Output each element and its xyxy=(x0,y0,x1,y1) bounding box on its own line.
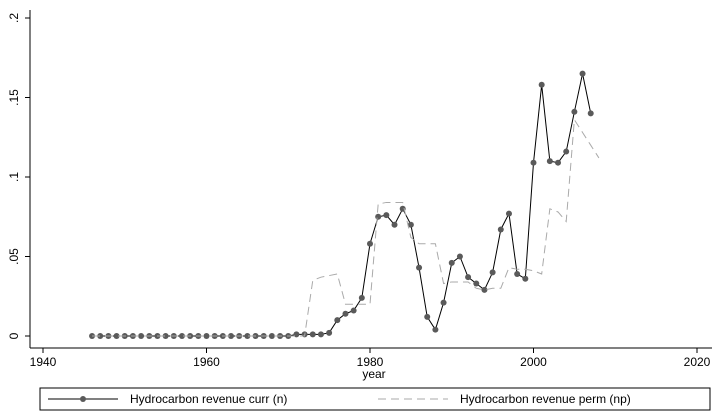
y-tick-label: .15 xyxy=(7,89,21,106)
marker xyxy=(546,158,553,165)
marker xyxy=(350,307,357,314)
marker xyxy=(489,269,496,276)
y-tick-label: 0 xyxy=(7,332,21,339)
marker xyxy=(465,274,472,281)
y-tick-label: .1 xyxy=(7,172,21,182)
marker xyxy=(268,333,275,339)
legend-label: Hydrocarbon revenue curr (n) xyxy=(130,392,287,406)
marker xyxy=(244,333,251,339)
marker xyxy=(203,333,210,339)
x-tick-label: 2000 xyxy=(520,355,547,369)
marker xyxy=(514,270,521,277)
marker xyxy=(375,213,382,220)
legend-marker xyxy=(80,396,86,402)
marker xyxy=(326,329,333,336)
y-tick-label: .2 xyxy=(7,13,21,23)
marker xyxy=(456,253,463,260)
x-axis-label: year xyxy=(362,367,385,381)
marker xyxy=(440,299,447,306)
x-tick-label: 1940 xyxy=(30,355,57,369)
series-line xyxy=(92,73,592,337)
marker xyxy=(113,333,120,339)
marker xyxy=(334,317,341,324)
marker xyxy=(317,331,324,338)
marker xyxy=(530,159,537,166)
marker xyxy=(505,210,512,217)
y-tick-label: .05 xyxy=(7,248,21,265)
marker xyxy=(473,280,480,287)
marker xyxy=(342,310,349,317)
x-tick-label: 1980 xyxy=(357,355,384,369)
legend-box xyxy=(39,387,711,411)
marker xyxy=(481,286,488,293)
marker xyxy=(424,313,431,320)
marker xyxy=(293,331,300,338)
marker xyxy=(579,70,586,77)
marker xyxy=(383,212,390,219)
series-line xyxy=(92,118,600,337)
marker xyxy=(587,110,594,117)
marker xyxy=(432,326,439,333)
marker xyxy=(497,226,504,233)
marker xyxy=(228,333,235,339)
marker xyxy=(178,333,185,339)
marker xyxy=(391,221,398,228)
marker xyxy=(358,294,365,301)
marker xyxy=(162,333,169,339)
marker xyxy=(367,240,373,247)
marker xyxy=(416,264,423,271)
marker xyxy=(309,331,316,338)
marker xyxy=(407,221,414,228)
marker xyxy=(522,275,529,282)
x-tick-label: 1960 xyxy=(193,355,220,369)
marker xyxy=(538,81,545,88)
marker xyxy=(448,259,455,266)
marker xyxy=(571,108,578,115)
marker xyxy=(97,333,104,339)
marker xyxy=(138,333,145,339)
x-tick-label: 2020 xyxy=(684,355,711,369)
legend-label: Hydrocarbon revenue perm (np) xyxy=(460,392,631,406)
marker xyxy=(563,148,570,155)
marker xyxy=(555,159,562,166)
